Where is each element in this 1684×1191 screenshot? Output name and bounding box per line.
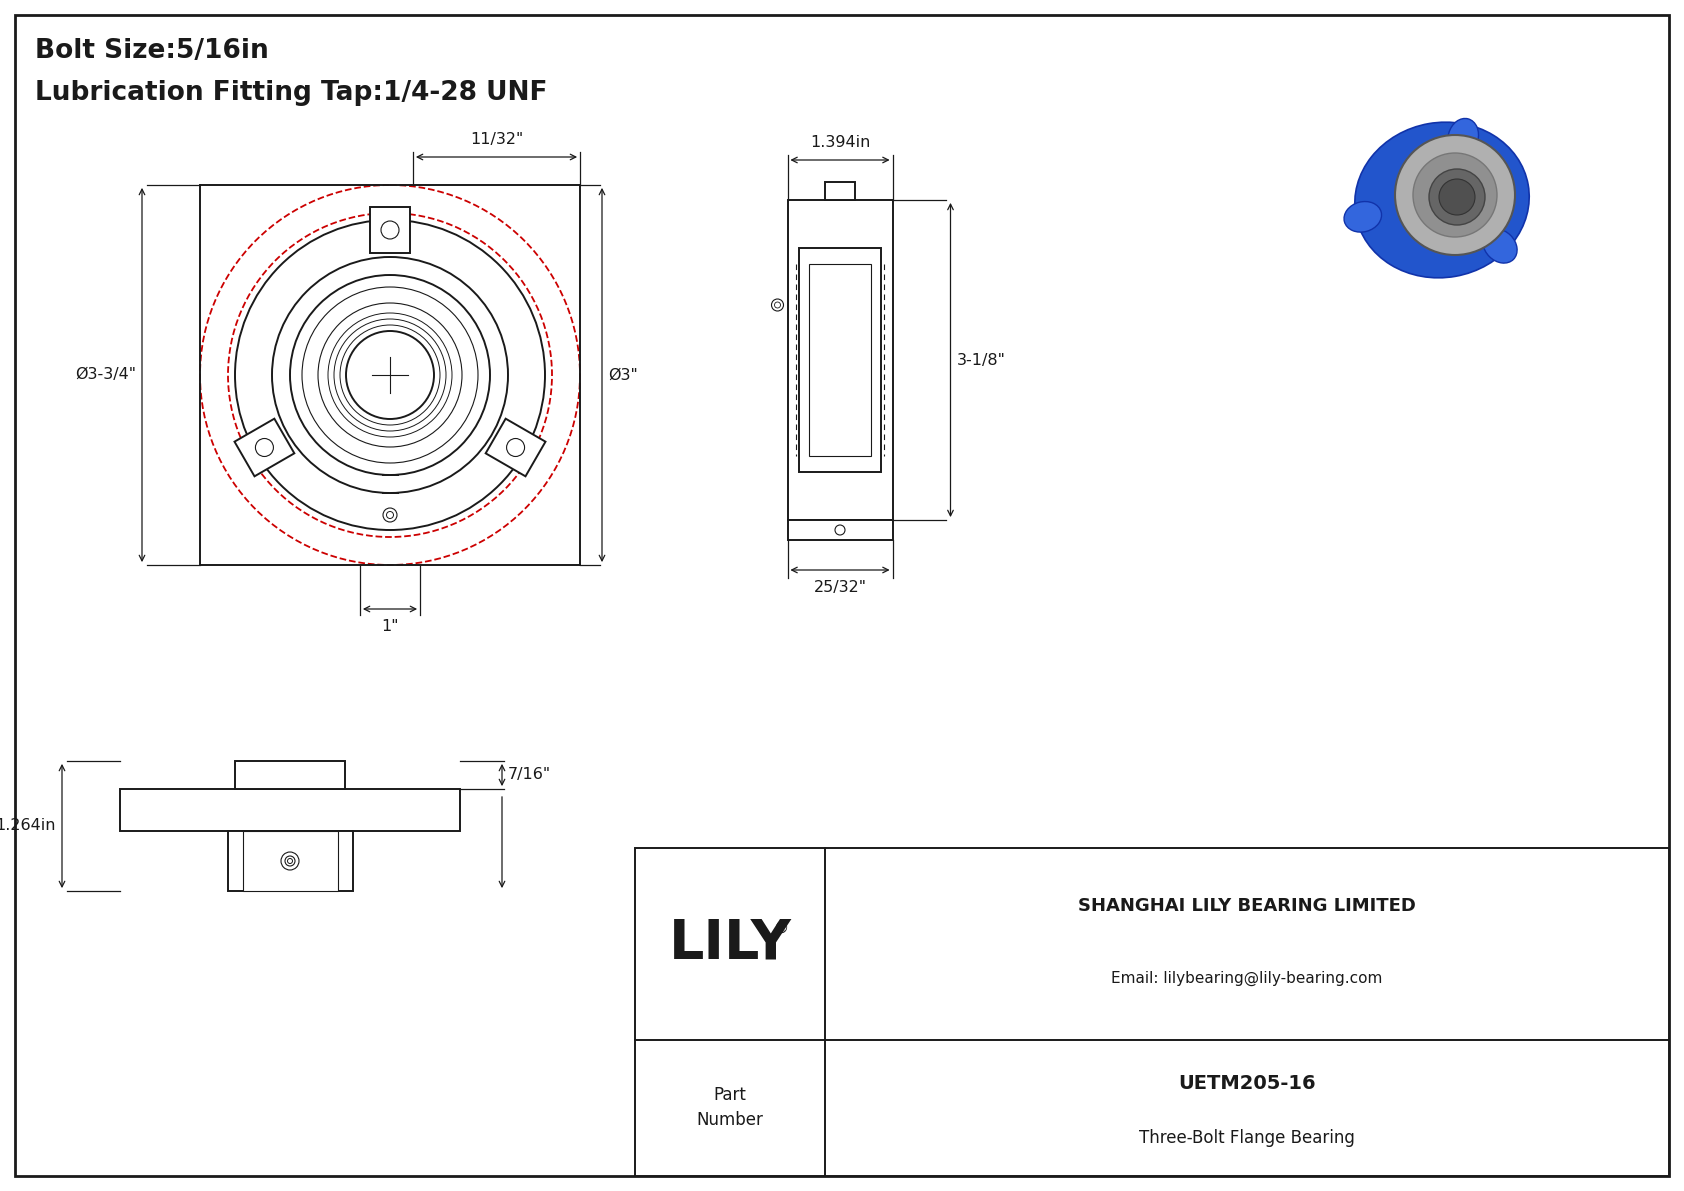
Circle shape <box>333 319 446 431</box>
Ellipse shape <box>1356 123 1529 278</box>
Circle shape <box>507 438 525 456</box>
Circle shape <box>1394 135 1516 255</box>
Circle shape <box>340 325 440 425</box>
Bar <box>808 264 871 456</box>
Bar <box>635 848 1669 1176</box>
Text: Part
Number: Part Number <box>697 1086 763 1129</box>
Circle shape <box>285 856 295 866</box>
Circle shape <box>273 257 509 493</box>
Bar <box>825 182 855 200</box>
Bar <box>788 200 893 520</box>
Text: UETM205-16: UETM205-16 <box>1179 1074 1315 1093</box>
Circle shape <box>387 511 394 518</box>
Bar <box>788 520 893 540</box>
Text: 25/32": 25/32" <box>813 580 867 596</box>
Text: ®: ® <box>775 921 790 935</box>
Bar <box>236 761 345 788</box>
Polygon shape <box>370 207 409 252</box>
Circle shape <box>256 438 273 456</box>
Text: Ø3": Ø3" <box>608 368 638 382</box>
Circle shape <box>1413 152 1497 237</box>
Circle shape <box>1440 179 1475 216</box>
Text: 1.394in: 1.394in <box>810 135 871 150</box>
Circle shape <box>301 287 478 463</box>
Polygon shape <box>485 419 546 476</box>
Ellipse shape <box>1484 229 1517 263</box>
Ellipse shape <box>1344 201 1381 232</box>
Bar <box>227 831 352 891</box>
Circle shape <box>290 275 490 475</box>
Text: SHANGHAI LILY BEARING LIMITED: SHANGHAI LILY BEARING LIMITED <box>1078 897 1416 915</box>
Text: Lubrication Fitting Tap:1/4-28 UNF: Lubrication Fitting Tap:1/4-28 UNF <box>35 80 547 106</box>
Polygon shape <box>234 419 295 476</box>
Circle shape <box>835 525 845 535</box>
Bar <box>242 831 337 891</box>
Text: LILY: LILY <box>669 917 791 971</box>
Circle shape <box>236 220 546 530</box>
Text: 3-1/8": 3-1/8" <box>957 353 1005 368</box>
Bar <box>798 248 881 472</box>
Circle shape <box>345 331 434 419</box>
Circle shape <box>318 303 461 447</box>
Circle shape <box>775 303 780 308</box>
Text: 1.264in: 1.264in <box>0 818 56 834</box>
Bar <box>120 788 460 831</box>
Ellipse shape <box>1448 118 1479 156</box>
Circle shape <box>381 222 399 239</box>
Text: Bolt Size:5/16in: Bolt Size:5/16in <box>35 38 269 64</box>
Circle shape <box>382 509 397 522</box>
Circle shape <box>1430 169 1485 225</box>
Text: 7/16": 7/16" <box>509 767 551 782</box>
Text: 1": 1" <box>381 619 399 634</box>
Text: Three-Bolt Flange Bearing: Three-Bolt Flange Bearing <box>1138 1129 1356 1147</box>
Text: Ø3-3/4": Ø3-3/4" <box>76 368 136 382</box>
Text: 11/32": 11/32" <box>470 132 524 146</box>
Circle shape <box>328 313 451 437</box>
Circle shape <box>771 299 783 311</box>
Text: Email: lilybearing@lily-bearing.com: Email: lilybearing@lily-bearing.com <box>1111 971 1383 986</box>
Circle shape <box>288 859 293 863</box>
Circle shape <box>281 852 300 869</box>
